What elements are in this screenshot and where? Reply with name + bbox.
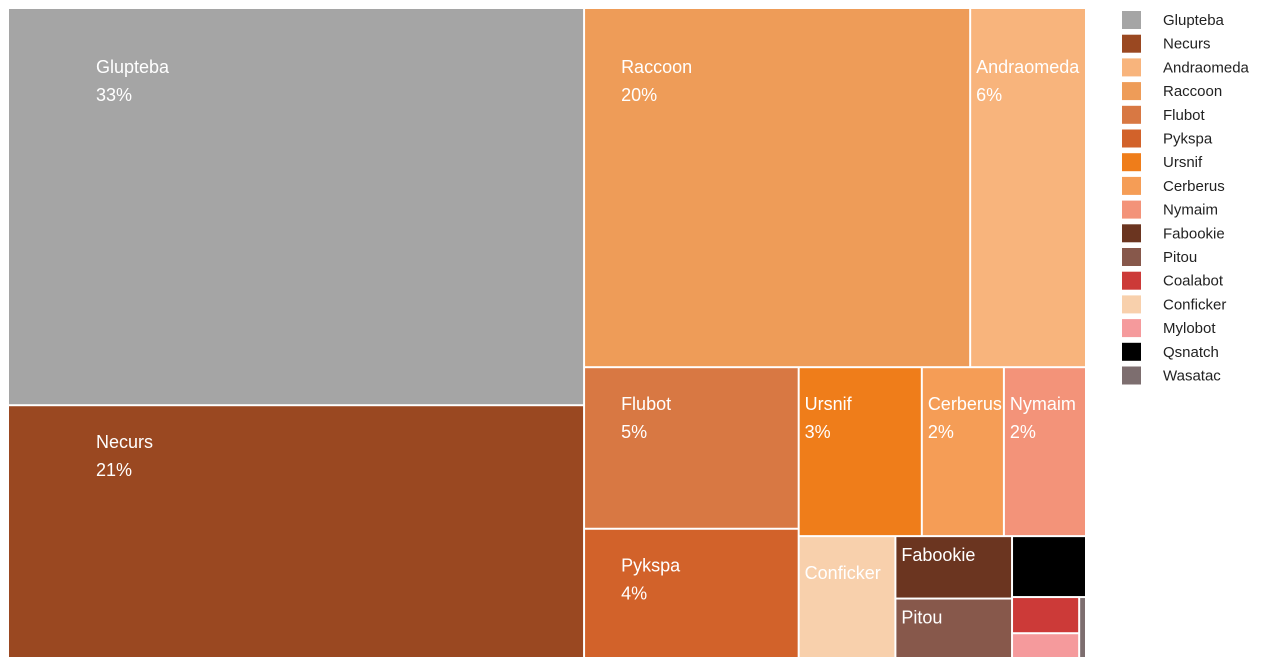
legend: Glupteba Necurs Andraomeda Raccoon Flubot Pyk… [1122, 11, 1250, 385]
tile-label: Fabookie [901, 545, 975, 565]
tile [585, 529, 798, 657]
legend-label: Cerberus [1163, 178, 1225, 195]
legend-swatch [1122, 82, 1141, 101]
tile-value-label: 20% [621, 85, 657, 105]
tile-label: Andraomeda [976, 57, 1080, 77]
tile-label: Pykspa [621, 556, 681, 576]
legend-label: Pitou [1163, 249, 1197, 266]
tile [9, 9, 584, 405]
tile [1013, 634, 1079, 657]
tile-label: Pitou [901, 607, 942, 627]
legend-label: Raccoon [1163, 83, 1222, 100]
legend-swatch [1122, 129, 1141, 148]
tile [896, 599, 1012, 657]
legend-label: Glupteba [1163, 12, 1225, 29]
tile [9, 406, 584, 657]
legend-label: Coalabot [1163, 273, 1224, 290]
tile-value-label: 2% [928, 422, 954, 442]
legend-label: Flubot [1163, 107, 1206, 124]
tile-label: Glupteba [96, 57, 170, 77]
legend-label: Mylobot [1163, 320, 1216, 337]
tile [585, 368, 798, 528]
legend-swatch [1122, 271, 1141, 290]
tile [896, 537, 1012, 598]
legend-swatch [1122, 295, 1141, 314]
legend-label: Conficker [1163, 296, 1226, 313]
tile [922, 368, 1003, 536]
legend-swatch [1122, 366, 1141, 385]
legend-label: Fabookie [1163, 225, 1225, 242]
legend-swatch [1122, 176, 1141, 195]
tile-label: Conficker [805, 563, 881, 583]
legend-label: Andraomeda [1163, 59, 1250, 76]
tile-value-label: 5% [621, 422, 647, 442]
legend-label: Nymaim [1163, 202, 1218, 219]
legend-swatch [1122, 200, 1141, 219]
tile-value-label: 2% [1010, 422, 1036, 442]
tile [799, 537, 895, 657]
tile [971, 9, 1085, 367]
tile-value-label: 6% [976, 85, 1002, 105]
legend-label: Pykspa [1163, 130, 1213, 147]
legend-label: Wasatac [1163, 367, 1221, 384]
legend-swatch [1122, 58, 1141, 77]
legend-swatch [1122, 105, 1141, 124]
tile-label: Necurs [96, 432, 153, 452]
legend-label: Qsnatch [1163, 344, 1219, 361]
legend-swatch [1122, 224, 1141, 243]
tile [1013, 537, 1085, 597]
tile [799, 368, 921, 536]
legend-swatch [1122, 248, 1141, 266]
tile-value-label: 21% [96, 460, 132, 480]
tile [1013, 598, 1079, 633]
tile [1004, 368, 1085, 536]
tile-value-label: 3% [805, 422, 831, 442]
tile-label: Flubot [621, 394, 671, 414]
legend-label: Ursnif [1163, 154, 1203, 171]
legend-label: Necurs [1163, 36, 1211, 53]
tile-value-label: 33% [96, 85, 132, 105]
tile-label: Nymaim [1010, 394, 1076, 414]
tile-label: Ursnif [805, 394, 853, 414]
tile-label: Raccoon [621, 57, 692, 77]
legend-swatch [1122, 11, 1141, 29]
tile-value-label: 4% [621, 584, 647, 604]
tile [1080, 598, 1085, 657]
tile [585, 9, 970, 367]
legend-swatch [1122, 319, 1141, 338]
legend-swatch [1122, 34, 1141, 53]
legend-swatch [1122, 153, 1141, 172]
tile-label: Cerberus [928, 394, 1002, 414]
legend-swatch [1122, 342, 1141, 361]
